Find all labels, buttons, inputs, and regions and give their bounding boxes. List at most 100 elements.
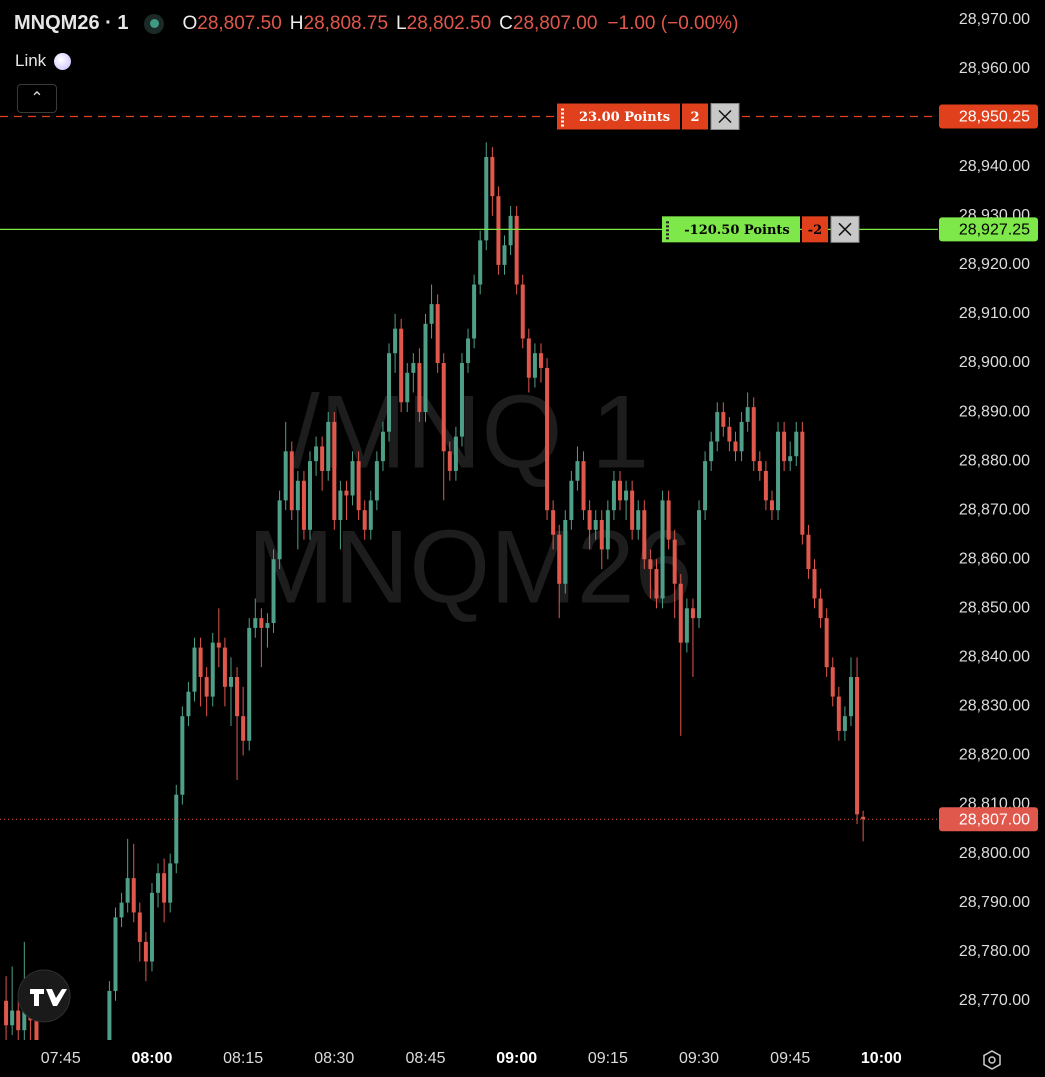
candle-body	[545, 367, 550, 511]
y-tick-label: 28,880.00	[959, 452, 1030, 469]
y-tick-label: 28,790.00	[959, 894, 1030, 911]
x-tick-label: 08:45	[405, 1050, 445, 1067]
x-tick-label: 07:45	[41, 1050, 81, 1067]
candle-body	[624, 490, 629, 501]
candle-body	[149, 892, 154, 962]
y-tick-label: 28,840.00	[959, 649, 1030, 666]
candle-body	[672, 539, 677, 584]
candle-body	[508, 215, 513, 246]
candle-body	[605, 510, 610, 550]
candle-body	[721, 412, 726, 427]
candle-body	[715, 412, 720, 442]
candle-body	[350, 461, 355, 496]
candle-body	[587, 510, 592, 530]
candle-body	[235, 676, 240, 717]
candle-body	[119, 902, 124, 918]
candle-body	[648, 559, 653, 570]
candle-body	[283, 451, 288, 501]
candle-body	[490, 156, 495, 197]
settings-icon[interactable]	[983, 1050, 1001, 1070]
candle-body	[228, 676, 233, 687]
y-tick-label: 28,780.00	[959, 943, 1030, 960]
link[interactable]: Link	[15, 51, 72, 71]
order-text: -120.50 Points	[684, 223, 790, 238]
order-close-icon	[718, 109, 732, 124]
candle-body	[794, 431, 799, 457]
x-tick-label: 09:15	[588, 1050, 628, 1067]
candle-body	[630, 490, 635, 530]
candle-body	[563, 520, 568, 584]
x-tick-label: 09:45	[770, 1050, 810, 1067]
candle-body	[818, 598, 823, 619]
order-text: 23.00 Points	[579, 110, 670, 125]
candle-body	[113, 917, 118, 991]
order-price-tag	[939, 217, 1038, 242]
y-tick-label: 28,800.00	[959, 845, 1030, 862]
y-tick-label: 28,770.00	[959, 992, 1030, 1009]
candle-body	[417, 363, 422, 413]
candle-body	[478, 240, 483, 285]
candle-body	[745, 407, 750, 422]
candle-body	[143, 941, 148, 962]
y-tick-label: 28,830.00	[959, 698, 1030, 715]
candle-body	[320, 446, 325, 471]
candle-body	[131, 878, 136, 913]
candle-body	[259, 618, 264, 628]
legend-value: 28,807.50	[197, 12, 282, 34]
candle-body	[453, 436, 458, 471]
order-qty: -2	[808, 223, 822, 238]
candle-body	[472, 284, 477, 339]
y-tick-label: 28,920.00	[959, 256, 1030, 273]
candle-body	[241, 716, 246, 741]
candle-body	[137, 912, 142, 942]
y-tick-label: 28,870.00	[959, 501, 1030, 518]
candle-body	[599, 520, 604, 550]
candle-body	[733, 441, 738, 452]
candle-body	[611, 480, 616, 511]
candle-body	[362, 510, 367, 530]
candle-body	[569, 480, 574, 520]
candle-body	[593, 520, 598, 530]
candle-body	[538, 353, 543, 368]
candle-body	[484, 156, 489, 241]
candle-body	[800, 431, 805, 535]
candle-body	[308, 461, 312, 530]
candle-body	[459, 363, 464, 437]
candle-body	[380, 431, 385, 462]
candle-body	[265, 623, 270, 628]
order-grip	[561, 112, 564, 115]
candle-body	[168, 863, 173, 903]
logo-mark	[30, 989, 67, 1006]
logo[interactable]	[17, 969, 71, 1023]
candle-body	[824, 618, 829, 668]
candle-body	[405, 372, 410, 403]
candle-body	[666, 500, 671, 540]
candle-body	[34, 1020, 39, 1040]
candle-body	[836, 696, 841, 731]
candle-body	[782, 431, 787, 462]
x-tick-label: 09:00	[496, 1050, 537, 1067]
candle-body	[338, 490, 343, 520]
watermark: MNQM26	[248, 509, 693, 625]
x-tick-label: 09:30	[679, 1050, 719, 1067]
candle-body	[502, 245, 507, 265]
x-tick-label: 08:30	[314, 1050, 354, 1067]
order-qty-box	[802, 216, 828, 243]
candle-body	[192, 647, 197, 692]
candle-body	[16, 1010, 21, 1031]
candle-body	[368, 500, 373, 530]
candle-body	[575, 461, 580, 481]
y-tick-label: 28,850.00	[959, 600, 1030, 617]
y-tick-label: 28,910.00	[959, 305, 1030, 322]
candle-body	[216, 642, 221, 648]
candle-body	[162, 873, 167, 903]
order-grip	[666, 229, 669, 232]
candle-body	[125, 878, 130, 903]
candle-body	[496, 196, 501, 265]
candle-body	[769, 500, 774, 511]
legend: MNQM26 · 1 O 28,807.50 H 28,808.75 L 28,802…	[14, 12, 740, 35]
candle-body	[393, 328, 398, 354]
candle-body	[842, 716, 847, 731]
last-price-tag	[939, 807, 1038, 832]
collapse-button[interactable]: ⌃	[17, 84, 57, 113]
